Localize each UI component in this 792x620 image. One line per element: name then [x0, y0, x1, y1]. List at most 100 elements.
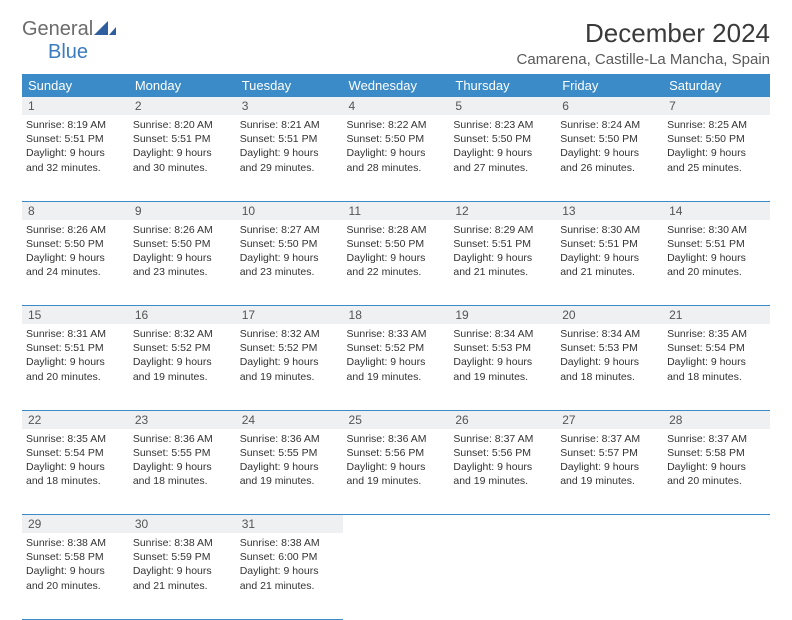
day-cell: Sunrise: 8:19 AMSunset: 5:51 PMDaylight:… — [22, 115, 129, 201]
day1-text: Daylight: 9 hours — [453, 251, 552, 265]
month-title: December 2024 — [517, 18, 770, 49]
day-cell: Sunrise: 8:28 AMSunset: 5:50 PMDaylight:… — [343, 220, 450, 306]
day1-text: Daylight: 9 hours — [133, 355, 232, 369]
logo-part1: General — [22, 18, 93, 40]
sunrise-text: Sunrise: 8:36 AM — [240, 432, 339, 446]
sunset-text: Sunset: 5:50 PM — [347, 237, 446, 251]
day-number: 30 — [129, 515, 236, 534]
day-number: 19 — [449, 306, 556, 325]
sunrise-text: Sunrise: 8:37 AM — [560, 432, 659, 446]
day2-text: and 19 minutes. — [560, 474, 659, 488]
day1-text: Daylight: 9 hours — [240, 355, 339, 369]
sunrise-text: Sunrise: 8:27 AM — [240, 223, 339, 237]
day-cell: Sunrise: 8:27 AMSunset: 5:50 PMDaylight:… — [236, 220, 343, 306]
day-number: 29 — [22, 515, 129, 534]
day1-text: Daylight: 9 hours — [560, 460, 659, 474]
day-info: Sunrise: 8:38 AMSunset: 5:59 PMDaylight:… — [133, 536, 232, 593]
title-block: December 2024 Camarena, Castille-La Manc… — [517, 18, 770, 68]
weekday-header: Tuesday — [236, 74, 343, 97]
day-cell: Sunrise: 8:30 AMSunset: 5:51 PMDaylight:… — [663, 220, 770, 306]
day-info: Sunrise: 8:38 AMSunset: 5:58 PMDaylight:… — [26, 536, 125, 593]
day-cell — [343, 533, 450, 619]
day1-text: Daylight: 9 hours — [667, 355, 766, 369]
day-number: 10 — [236, 201, 343, 220]
sunset-text: Sunset: 5:51 PM — [26, 341, 125, 355]
sunrise-text: Sunrise: 8:22 AM — [347, 118, 446, 132]
day-cell — [449, 533, 556, 619]
sunset-text: Sunset: 5:51 PM — [667, 237, 766, 251]
sunrise-text: Sunrise: 8:19 AM — [26, 118, 125, 132]
day-cell: Sunrise: 8:34 AMSunset: 5:53 PMDaylight:… — [556, 324, 663, 410]
sunset-text: Sunset: 5:50 PM — [240, 237, 339, 251]
day1-text: Daylight: 9 hours — [453, 460, 552, 474]
day2-text: and 18 minutes. — [560, 370, 659, 384]
day-info: Sunrise: 8:35 AMSunset: 5:54 PMDaylight:… — [26, 432, 125, 489]
day2-text: and 32 minutes. — [26, 161, 125, 175]
day2-text: and 21 minutes. — [240, 579, 339, 593]
day1-text: Daylight: 9 hours — [347, 460, 446, 474]
week-row: Sunrise: 8:31 AMSunset: 5:51 PMDaylight:… — [22, 324, 770, 410]
day-info: Sunrise: 8:36 AMSunset: 5:55 PMDaylight:… — [240, 432, 339, 489]
sunrise-text: Sunrise: 8:35 AM — [667, 327, 766, 341]
logo-sail-icon — [94, 22, 116, 39]
day1-text: Daylight: 9 hours — [26, 564, 125, 578]
day1-text: Daylight: 9 hours — [667, 251, 766, 265]
day2-text: and 19 minutes. — [347, 474, 446, 488]
sunrise-text: Sunrise: 8:30 AM — [667, 223, 766, 237]
day-info: Sunrise: 8:26 AMSunset: 5:50 PMDaylight:… — [26, 223, 125, 280]
sunrise-text: Sunrise: 8:33 AM — [347, 327, 446, 341]
day2-text: and 21 minutes. — [560, 265, 659, 279]
day1-text: Daylight: 9 hours — [26, 355, 125, 369]
day1-text: Daylight: 9 hours — [133, 146, 232, 160]
day-number: 22 — [22, 410, 129, 429]
day-info: Sunrise: 8:32 AMSunset: 5:52 PMDaylight:… — [240, 327, 339, 384]
day-cell: Sunrise: 8:33 AMSunset: 5:52 PMDaylight:… — [343, 324, 450, 410]
sunrise-text: Sunrise: 8:26 AM — [26, 223, 125, 237]
day-info: Sunrise: 8:37 AMSunset: 5:56 PMDaylight:… — [453, 432, 552, 489]
day-cell: Sunrise: 8:38 AMSunset: 5:58 PMDaylight:… — [22, 533, 129, 619]
day1-text: Daylight: 9 hours — [667, 146, 766, 160]
day-cell: Sunrise: 8:26 AMSunset: 5:50 PMDaylight:… — [129, 220, 236, 306]
day2-text: and 20 minutes. — [26, 370, 125, 384]
weekday-header: Sunday — [22, 74, 129, 97]
day-cell — [556, 533, 663, 619]
day1-text: Daylight: 9 hours — [347, 355, 446, 369]
day2-text: and 24 minutes. — [26, 265, 125, 279]
day-number: 13 — [556, 201, 663, 220]
location: Camarena, Castille-La Mancha, Spain — [517, 51, 770, 68]
day-cell: Sunrise: 8:26 AMSunset: 5:50 PMDaylight:… — [22, 220, 129, 306]
day-number: 1 — [22, 97, 129, 115]
day-cell: Sunrise: 8:23 AMSunset: 5:50 PMDaylight:… — [449, 115, 556, 201]
sunset-text: Sunset: 6:00 PM — [240, 550, 339, 564]
day2-text: and 28 minutes. — [347, 161, 446, 175]
weekday-header: Monday — [129, 74, 236, 97]
day-number — [556, 515, 663, 534]
sunrise-text: Sunrise: 8:29 AM — [453, 223, 552, 237]
daynum-row: 293031 — [22, 515, 770, 534]
day1-text: Daylight: 9 hours — [560, 251, 659, 265]
day1-text: Daylight: 9 hours — [347, 146, 446, 160]
day-info: Sunrise: 8:36 AMSunset: 5:56 PMDaylight:… — [347, 432, 446, 489]
day2-text: and 30 minutes. — [133, 161, 232, 175]
day-cell: Sunrise: 8:38 AMSunset: 5:59 PMDaylight:… — [129, 533, 236, 619]
day2-text: and 29 minutes. — [240, 161, 339, 175]
day1-text: Daylight: 9 hours — [133, 460, 232, 474]
day-info: Sunrise: 8:37 AMSunset: 5:58 PMDaylight:… — [667, 432, 766, 489]
weekday-header: Saturday — [663, 74, 770, 97]
day-cell: Sunrise: 8:37 AMSunset: 5:57 PMDaylight:… — [556, 429, 663, 515]
day-cell: Sunrise: 8:36 AMSunset: 5:56 PMDaylight:… — [343, 429, 450, 515]
day-number: 20 — [556, 306, 663, 325]
day2-text: and 20 minutes. — [667, 474, 766, 488]
day2-text: and 19 minutes. — [347, 370, 446, 384]
sunset-text: Sunset: 5:57 PM — [560, 446, 659, 460]
day2-text: and 21 minutes. — [453, 265, 552, 279]
day2-text: and 21 minutes. — [133, 579, 232, 593]
calendar-table: Sunday Monday Tuesday Wednesday Thursday… — [22, 74, 770, 620]
sunrise-text: Sunrise: 8:24 AM — [560, 118, 659, 132]
day1-text: Daylight: 9 hours — [347, 251, 446, 265]
sunrise-text: Sunrise: 8:36 AM — [347, 432, 446, 446]
day-number: 21 — [663, 306, 770, 325]
day-number: 18 — [343, 306, 450, 325]
day-cell: Sunrise: 8:29 AMSunset: 5:51 PMDaylight:… — [449, 220, 556, 306]
day-info: Sunrise: 8:30 AMSunset: 5:51 PMDaylight:… — [560, 223, 659, 280]
